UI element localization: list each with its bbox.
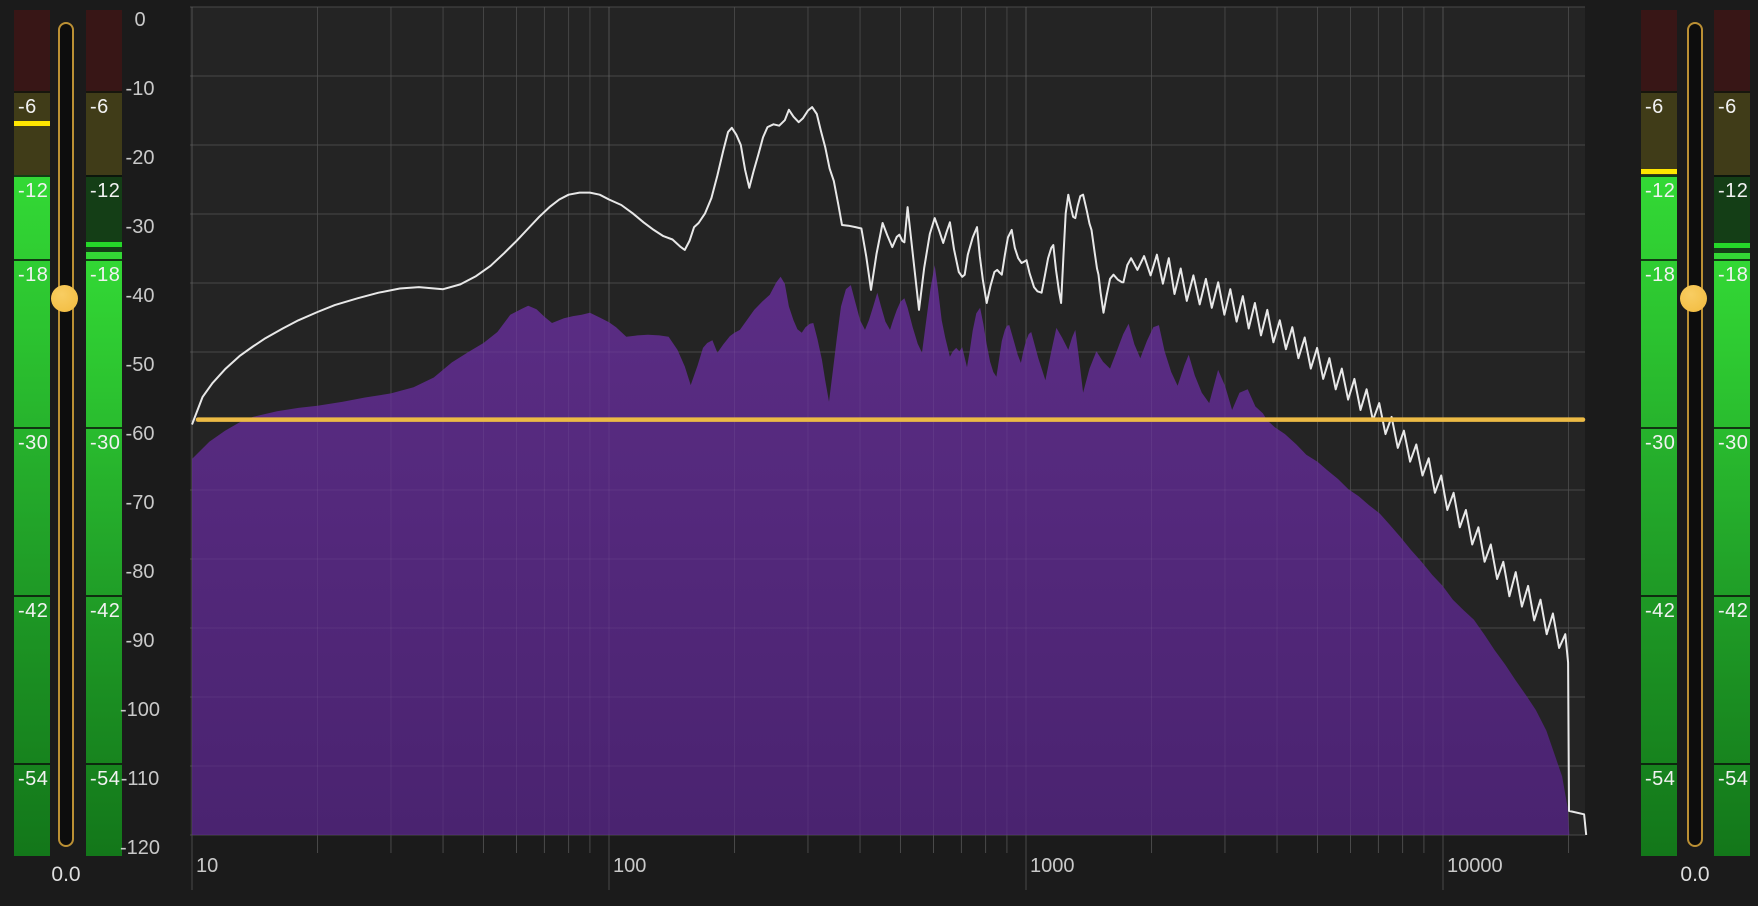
meter-zone-yellow (86, 91, 122, 175)
level-meter-right-inner: -6 -12 -18 -30 -42 -54 (1641, 10, 1677, 856)
meter-level-bar (1714, 253, 1750, 856)
x-axis-label: 100 (613, 855, 646, 877)
meter-peak-hold (86, 241, 122, 247)
meter-zone-yellow (14, 91, 50, 175)
y-axis-label: -80 (126, 561, 155, 583)
y-axis-label: -50 (126, 354, 155, 376)
y-axis-label: -90 (126, 630, 155, 652)
meter-segment-separator (86, 91, 122, 93)
meter-scale-label: -30 (1645, 432, 1676, 454)
meter-segment-separator (14, 91, 50, 93)
meter-level-bar (14, 175, 50, 856)
meter-scale-label: -30 (90, 432, 121, 454)
meter-segment-separator (1714, 175, 1750, 177)
meter-scale-label: -6 (18, 96, 37, 118)
meter-scale-label: -30 (1718, 432, 1749, 454)
y-axis-label: -70 (126, 492, 155, 514)
meter-segment-separator (1714, 259, 1750, 261)
meter-scale-label: -18 (90, 264, 121, 286)
meter-scale-label: -54 (1718, 768, 1749, 790)
y-axis-label: -60 (126, 423, 155, 445)
meter-zone-red (1641, 10, 1677, 91)
meter-segment-separator (86, 427, 122, 429)
meter-segment-separator (14, 595, 50, 597)
meter-scale-label: -54 (1645, 768, 1676, 790)
meter-scale-label: -30 (18, 432, 49, 454)
fader-knob-left[interactable] (50, 285, 78, 312)
meter-segment-separator (1714, 763, 1750, 765)
meter-scale-label: -18 (18, 264, 49, 286)
meter-segment-separator (1714, 91, 1750, 93)
x-axis-label: 10 (196, 855, 218, 877)
meter-scale-label: -6 (1718, 96, 1737, 118)
y-axis-label: -40 (126, 285, 155, 307)
meter-scale-label: -42 (18, 600, 49, 622)
level-meter-right-outer: -6 -12 -18 -30 -42 -54 (1714, 10, 1750, 856)
y-axis-label: -10 (126, 78, 155, 100)
fader-track-right[interactable] (1679, 22, 1707, 847)
fader-track-left[interactable] (50, 22, 78, 847)
meter-scale-label: -6 (90, 96, 109, 118)
meter-peak-hold (1641, 168, 1677, 174)
meter-segment-separator (1641, 595, 1677, 597)
fader-value-right: 0.0 (1680, 863, 1710, 886)
meter-segment-separator (1641, 91, 1677, 93)
meter-segment-separator (14, 175, 50, 177)
meter-scale-label: -42 (1718, 600, 1749, 622)
y-axis-label: -120 (120, 837, 160, 859)
meter-level-bar (86, 252, 122, 856)
meter-scale-label: -12 (18, 180, 49, 202)
meter-zone-red (1714, 10, 1750, 91)
x-axis-label: 10000 (1447, 855, 1503, 877)
meter-scale-label: -12 (1645, 180, 1676, 202)
meter-peak-hold (1714, 243, 1750, 248)
y-axis-label: 0 (134, 9, 145, 31)
meter-zone-yellow (1714, 91, 1750, 175)
y-axis-label: -30 (126, 216, 155, 238)
y-axis-label: -110 (121, 768, 160, 790)
meter-scale-label: -42 (90, 600, 121, 622)
level-meter-left-inner: -6 -12 -18 -30 -42 -54 (86, 10, 122, 856)
meter-segment-separator (86, 175, 122, 177)
meter-peak-hold (14, 121, 50, 127)
meter-zone-red (86, 10, 122, 91)
average-spectrum-area (192, 265, 1570, 836)
meter-segment-separator (14, 259, 50, 261)
peak-spectrum-line (191, 106, 1588, 836)
meter-scale-label: -6 (1645, 96, 1664, 118)
meter-segment-separator (86, 763, 122, 765)
meter-scale-label: -54 (90, 768, 121, 790)
meter-zone-yellow (1641, 91, 1677, 175)
meter-segment-separator (14, 427, 50, 429)
y-axis-label: -100 (120, 699, 160, 721)
meter-level-bar (1641, 175, 1677, 856)
meter-segment-separator (14, 763, 50, 765)
meter-scale-label: -42 (1645, 600, 1676, 622)
meter-segment-separator (1641, 763, 1677, 765)
y-axis-label: -20 (126, 147, 155, 169)
meter-scale-label: -12 (90, 180, 121, 202)
meter-segment-separator (86, 259, 122, 261)
x-axis-label: 1000 (1030, 855, 1075, 877)
fader-knob-right[interactable] (1679, 285, 1707, 312)
x-axis-ticks (191, 835, 1570, 890)
meter-segment-separator (86, 595, 122, 597)
meter-segment-separator (1714, 595, 1750, 597)
meter-segment-separator (1714, 427, 1750, 429)
meter-segment-separator (1641, 259, 1677, 261)
meter-segment-separator (1641, 427, 1677, 429)
meter-scale-label: -18 (1645, 264, 1676, 286)
meter-scale-label: -12 (1718, 180, 1749, 202)
level-meter-left-outer: -6 -12 -18 -30 -42 -54 (14, 10, 50, 856)
meter-scale-label: -54 (18, 768, 49, 790)
meter-scale-label: -18 (1718, 264, 1749, 286)
meter-segment-separator (1641, 175, 1677, 177)
fader-value-left: 0.0 (51, 863, 81, 886)
meter-zone-red (14, 10, 50, 91)
